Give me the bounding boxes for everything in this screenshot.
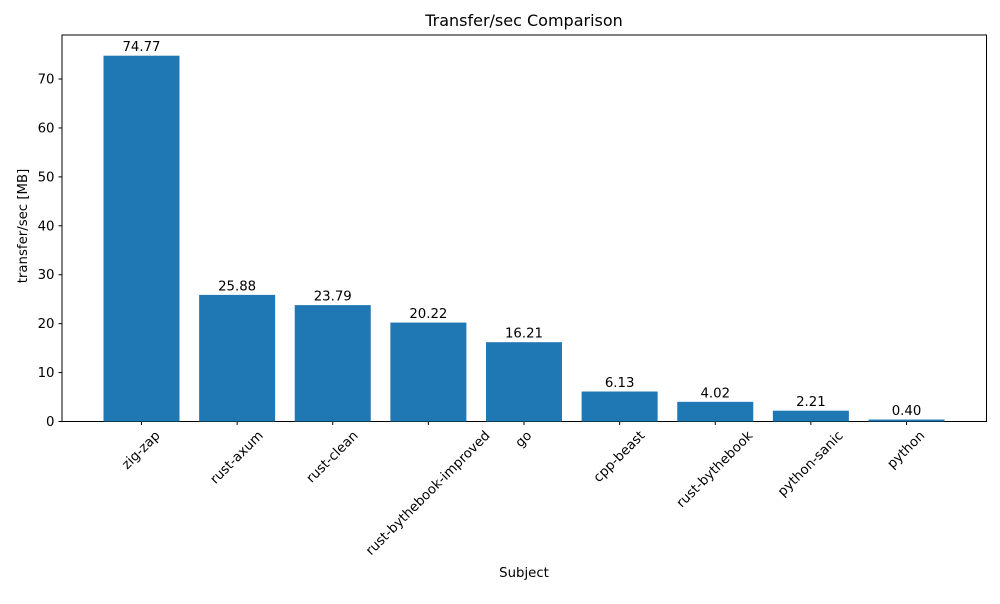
bar-rust-bythebook [677,401,754,422]
x-tick-label-go: go [513,429,535,451]
chart-title: Transfer/sec Comparison [424,11,623,30]
y-axis-label: transfer/sec [MB] [16,169,31,284]
bar-zig-zap [103,55,180,422]
x-tick-label-rust-clean: rust-clean [304,429,362,487]
bar-rust-axum [199,294,276,422]
bar-value-label: 16.21 [505,327,543,342]
y-tick-label: 50 [38,170,55,185]
y-tick-label: 30 [38,268,55,283]
y-tick-label: 60 [38,121,55,136]
bar-python [868,419,945,422]
plot-area: 0 10 20 30 40 50 60 70 74.77 zig-zap 25.88 rust-axu… [38,34,987,559]
bar-rust-bythebook-improved [390,322,467,422]
x-tick-label-rust-axum: rust-axum [208,429,267,488]
y-tick-label: 70 [38,73,55,88]
bar-value-label: 74.77 [122,40,160,55]
bar-rust-clean [294,305,371,422]
bar-go [486,342,562,422]
bar-python-sanic [772,410,849,422]
x-tick-label-python-sanic: python-sanic [775,429,846,500]
bar-cpp-beast [581,391,658,422]
y-tick-label: 10 [38,366,55,381]
bar-value-label: 25.88 [218,279,256,294]
x-tick-label-rust-bythebook-improved: rust-bythebook-improved [363,429,493,559]
x-axis-label: Subject [499,566,549,581]
x-tick-label-zig-zap: zig-zap [119,429,163,473]
y-tick-label: 0 [46,415,54,430]
x-tick-label-rust-bythebook: rust-bythebook [674,429,757,512]
bar-value-label: 0.40 [892,404,922,419]
bar-value-label: 2.21 [796,395,826,410]
bar-value-label: 23.79 [314,290,352,305]
bar-value-label: 4.02 [700,386,730,401]
x-tick-label-python: python [885,429,928,472]
x-tick-label-cpp-beast: cpp-beast [591,429,648,486]
bar-value-label: 20.22 [409,307,447,322]
bar-value-label: 6.13 [605,376,635,391]
y-tick-label: 40 [38,219,55,234]
y-tick-label: 20 [38,317,55,332]
